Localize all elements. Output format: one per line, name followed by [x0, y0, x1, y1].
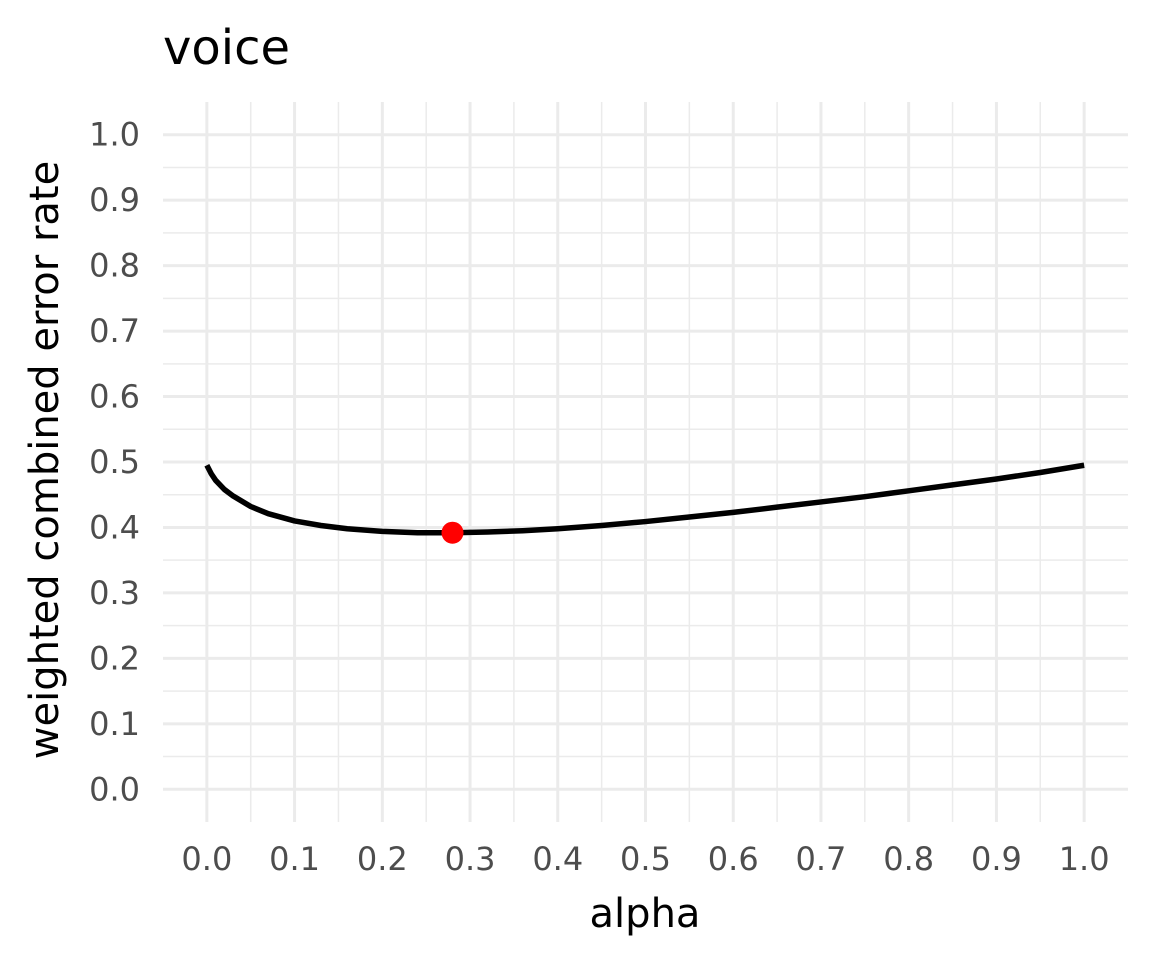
x-tick-labels: 0.0 0.1 0.2 0.3 0.4 0.5 0.6 0.7 0.8 0.9 1.0 — [181, 840, 1109, 878]
x-tick-label: 1.0 — [1059, 840, 1110, 878]
x-tick-label: 0.0 — [181, 840, 232, 878]
y-axis-title: weighted combined error rate — [22, 161, 68, 759]
x-tick-label: 0.2 — [357, 840, 408, 878]
y-tick-label: 0.7 — [89, 312, 140, 350]
x-tick-label: 0.6 — [708, 840, 759, 878]
x-tick-label: 0.4 — [532, 840, 583, 878]
y-tick-label: 0.8 — [89, 247, 140, 285]
x-tick-label: 0.8 — [883, 840, 934, 878]
y-tick-label: 0.4 — [89, 508, 140, 546]
y-tick-label: 1.0 — [89, 116, 140, 154]
x-tick-label: 0.9 — [971, 840, 1022, 878]
y-tick-labels: 0.0 0.1 0.2 0.3 0.4 0.5 0.6 0.7 0.8 0.9 1.0 — [89, 116, 140, 809]
series-line — [204, 462, 1085, 536]
y-tick-label: 0.5 — [89, 443, 140, 481]
y-tick-label: 0.2 — [89, 639, 140, 677]
y-tick-label: 0.1 — [89, 705, 140, 743]
x-axis-title: alpha — [590, 891, 701, 937]
x-tick-label: 0.5 — [620, 840, 671, 878]
y-tick-label: 0.0 — [89, 770, 140, 808]
highlight-point — [441, 521, 464, 544]
y-tick-label: 0.6 — [89, 378, 140, 416]
x-tick-label: 0.3 — [445, 840, 496, 878]
grid-major — [163, 102, 1128, 822]
x-tick-label: 0.1 — [269, 840, 320, 878]
y-tick-label: 0.9 — [89, 181, 140, 219]
x-tick-label: 0.7 — [796, 840, 847, 878]
y-tick-label: 0.3 — [89, 574, 140, 612]
chart-title: voice — [163, 20, 290, 76]
